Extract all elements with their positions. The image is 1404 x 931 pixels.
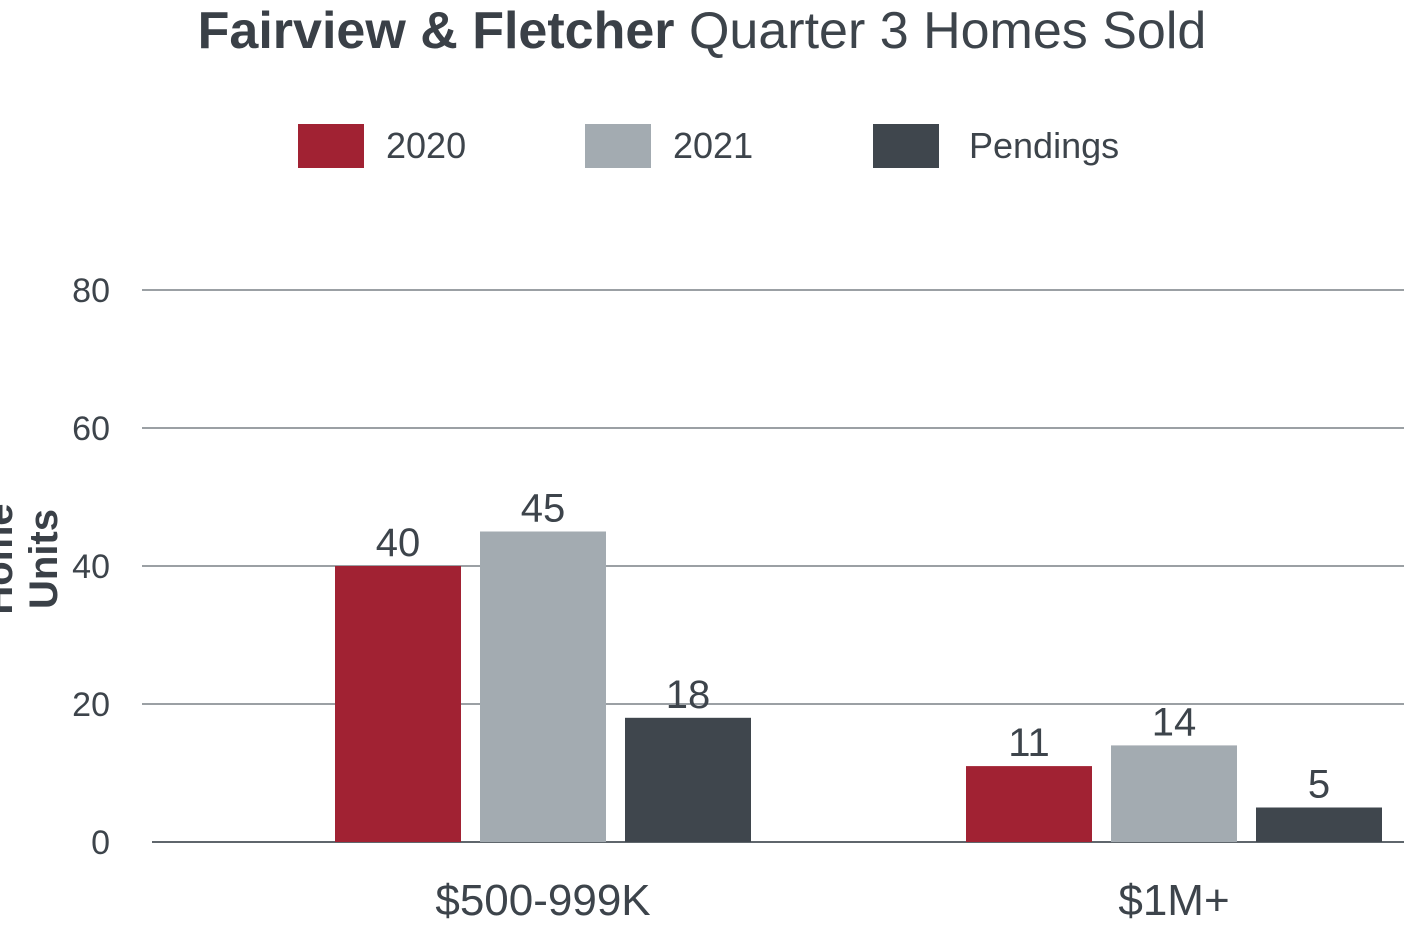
legend-item-2020: 2020 [298,123,466,169]
chart-title: Fairview & Fletcher Quarter 3 Homes Sold [0,0,1404,62]
x-category-label-1: $500-999K [435,876,650,925]
bar-2021-1 [480,531,606,842]
data-label-2021-1: 45 [521,487,566,531]
legend-swatch-pendings [873,124,939,168]
y-tick-label-0: 0 [91,824,110,862]
x-category-label-2: $1M+ [1118,876,1229,925]
chart-title-rest: Quarter 3 Homes Sold [688,2,1207,60]
legend-swatch-2021 [585,124,651,168]
legend-label-pendings: Pendings [969,125,1120,166]
y-tick-label-20: 20 [72,686,110,724]
y-tick-label-60: 60 [72,410,110,448]
legend-label-2021: 2021 [673,125,754,166]
data-label-2020-1: 40 [376,521,421,565]
legend-item-pendings: Pendings [873,123,1119,169]
bar-2020-2 [966,766,1092,842]
data-label-pendings-2: 5 [1308,763,1330,807]
y-tick-label-80: 80 [72,272,110,310]
bar-pendings-2 [1256,807,1382,842]
data-label-2021-2: 14 [1152,700,1197,744]
bar-2020-1 [335,566,461,842]
data-label-2020-2: 11 [1008,721,1050,765]
bar-2021-2 [1111,745,1237,842]
legend-swatch-2020 [298,124,364,168]
legend: 2020 2021 Pendings [0,123,1404,169]
y-tick-label-40: 40 [72,548,110,586]
chart-title-bold: Fairview & Fletcher [197,2,675,60]
legend-item-2021: 2021 [585,123,753,169]
data-label-pendings-1: 18 [666,673,711,717]
bar-pendings-1 [625,717,751,842]
legend-label-2020: 2020 [386,125,467,166]
